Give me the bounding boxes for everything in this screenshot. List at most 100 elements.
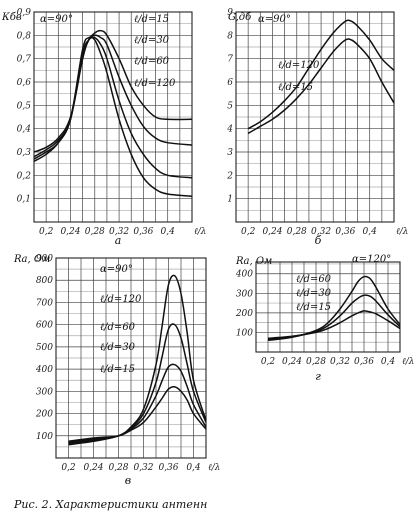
y-tick-label-g: 100 bbox=[236, 328, 253, 338]
x-tick-label-g: 0,36 bbox=[354, 357, 374, 367]
y-tick-label-v: 500 bbox=[36, 343, 53, 353]
x-tick-label-a: 0,28 bbox=[85, 227, 105, 237]
x-tick-label-b: 0,28 bbox=[287, 227, 307, 237]
series-line-g-0 bbox=[267, 275, 401, 342]
series-label-v-1: ℓ/d=60 bbox=[100, 322, 136, 333]
y-axis-label-g: Rа, Ом bbox=[235, 256, 272, 267]
series-line-g-2 bbox=[267, 310, 401, 340]
x-tick-label-b: 0,4 bbox=[363, 227, 378, 237]
alpha-annotation-g: α=120° bbox=[352, 254, 391, 265]
series-label-a-2: ℓ/d=60 bbox=[134, 56, 170, 67]
y-tick-label-v: 800 bbox=[36, 276, 53, 286]
series-line-v-2 bbox=[68, 363, 207, 444]
chart-a: 0,2 0,24 0,28 0,32 0,36 0,4 ℓ/λ 0,1 0,2 0,3 0,4 0,5… bbox=[1, 8, 207, 247]
y-tick-label-v: 900 bbox=[36, 254, 53, 264]
y-tick-label-a: 0,7 bbox=[17, 55, 32, 65]
y-tick-label-b: 9 bbox=[227, 8, 233, 18]
panel-sublabel-a: а bbox=[115, 234, 122, 247]
series-line-a-0 bbox=[33, 29, 193, 153]
series-label-v-0: ℓ/d=120 bbox=[100, 294, 142, 305]
alpha-annotation-a: α=90° bbox=[40, 14, 73, 25]
series-label-a-3: ℓ/d=120 bbox=[134, 78, 176, 89]
series-label-a-0: ℓ/d=15 bbox=[134, 14, 169, 25]
y-tick-label-b: 7 bbox=[227, 55, 233, 65]
alpha-annotation-b: α=90° bbox=[258, 14, 291, 25]
y-tick-label-b: 8 bbox=[227, 31, 233, 41]
x-tick-label-g: 0,28 bbox=[306, 357, 326, 367]
series-label-g-1: ℓ/d=30 bbox=[296, 288, 332, 299]
y-tick-label-b: 1 bbox=[227, 195, 233, 205]
y-axis-label-a: Кбв bbox=[1, 12, 22, 23]
x-tick-label-v: 0,36 bbox=[158, 463, 178, 473]
y-tick-label-g: 300 bbox=[236, 289, 253, 299]
y-tick-label-b: 5 bbox=[227, 101, 233, 111]
series-label-a-1: ℓ/d=30 bbox=[134, 35, 170, 46]
plot-frame-v bbox=[55, 257, 207, 459]
series-line-b-1 bbox=[247, 38, 395, 134]
plot-frame-b bbox=[235, 11, 395, 223]
x-tick-label-a: 0,4 bbox=[161, 227, 176, 237]
x-tick-label-a: 0,36 bbox=[133, 227, 153, 237]
x-tick-label-b: 0,36 bbox=[335, 227, 355, 237]
x-tick-label-v: 0,32 bbox=[133, 463, 153, 473]
figure-caption: Рис. 2. Характеристики антенн bbox=[13, 498, 207, 511]
x-tick-label-b: 0,2 bbox=[241, 227, 256, 237]
x-tick-label-g: 0,24 bbox=[282, 357, 302, 367]
x-tick-label-v: 0,28 bbox=[108, 463, 128, 473]
series-label-g-0: ℓ/d=60 bbox=[296, 274, 332, 285]
x-tick-label-a: 0,32 bbox=[109, 227, 129, 237]
x-tick-label-g: 0,4 bbox=[381, 357, 396, 367]
y-tick-label-v: 100 bbox=[36, 432, 53, 442]
chart-v: 0,2 0,24 0,28 0,32 0,36 0,4 ℓ/λ 100 200 300 400 500… bbox=[13, 254, 221, 487]
y-tick-label-a: 0,8 bbox=[17, 31, 32, 41]
x-tick-label-a: 0,24 bbox=[60, 227, 80, 237]
y-tick-label-b: 2 bbox=[226, 171, 233, 181]
plot-frame-g bbox=[255, 261, 401, 353]
grid-b bbox=[235, 11, 395, 222]
x-axis-label-v: ℓ/λ bbox=[208, 463, 221, 473]
y-tick-label-b: 6 bbox=[227, 78, 233, 88]
y-tick-label-a: 0,5 bbox=[17, 101, 32, 111]
x-tick-label-a: 0,2 bbox=[39, 227, 54, 237]
x-axis-label-g: ℓ/λ bbox=[402, 357, 415, 367]
series-label-b-0: ℓ/d=120 bbox=[278, 60, 320, 71]
x-axis-label-a: ℓ/λ bbox=[194, 227, 207, 237]
x-tick-label-b: 0,24 bbox=[262, 227, 282, 237]
x-tick-label-g: 0,32 bbox=[330, 357, 350, 367]
panel-sublabel-g: г bbox=[315, 370, 321, 383]
x-tick-label-v: 0,2 bbox=[61, 463, 76, 473]
series-line-g-1 bbox=[267, 294, 401, 341]
y-axis-label-b: G,дб bbox=[228, 12, 252, 23]
y-tick-label-a: 0,2 bbox=[17, 171, 32, 181]
panel-sublabel-v: в bbox=[125, 474, 131, 487]
y-tick-label-g: 200 bbox=[235, 309, 253, 319]
y-tick-label-a: 0,9 bbox=[17, 8, 32, 18]
x-tick-label-g: 0,2 bbox=[261, 357, 276, 367]
series-label-v-3: ℓ/d=15 bbox=[100, 364, 135, 375]
y-tick-label-a: 0,3 bbox=[17, 148, 32, 158]
y-tick-label-b: 3 bbox=[227, 148, 233, 158]
series-line-b-0 bbox=[247, 19, 395, 130]
y-tick-label-v: 400 bbox=[35, 365, 53, 375]
chart-g: 0,2 0,24 0,28 0,32 0,36 0,4 ℓ/λ 100 200 300 400 Rа,… bbox=[235, 254, 415, 383]
x-tick-label-v: 0,4 bbox=[186, 463, 201, 473]
y-tick-label-a: 0,6 bbox=[17, 78, 32, 88]
series-label-v-2: ℓ/d=30 bbox=[100, 342, 136, 353]
series-line-v-3 bbox=[68, 386, 207, 443]
series-line-a-1 bbox=[33, 34, 193, 158]
series-label-b-1: ℓ/d=15 bbox=[278, 82, 313, 93]
y-tick-label-a: 0,1 bbox=[17, 195, 31, 205]
y-tick-label-a: 0,4 bbox=[17, 125, 32, 135]
series-line-a-3 bbox=[33, 36, 193, 198]
panel-sublabel-b: б bbox=[315, 234, 322, 247]
plot-frame-a bbox=[33, 11, 193, 223]
y-tick-label-v: 600 bbox=[36, 321, 53, 331]
chart-b: 0,2 0,24 0,28 0,32 0,36 0,4 ℓ/λ 1 2 3 4 5 6 7 8 9G,дб α=… bbox=[226, 8, 408, 247]
x-tick-label-v: 0,24 bbox=[83, 463, 103, 473]
grid-g bbox=[255, 262, 401, 352]
series-label-g-2: ℓ/d=15 bbox=[296, 302, 331, 313]
x-tick-label-b: 0,32 bbox=[311, 227, 331, 237]
y-tick-label-v: 200 bbox=[35, 410, 53, 420]
y-tick-label-g: 400 bbox=[235, 270, 253, 280]
